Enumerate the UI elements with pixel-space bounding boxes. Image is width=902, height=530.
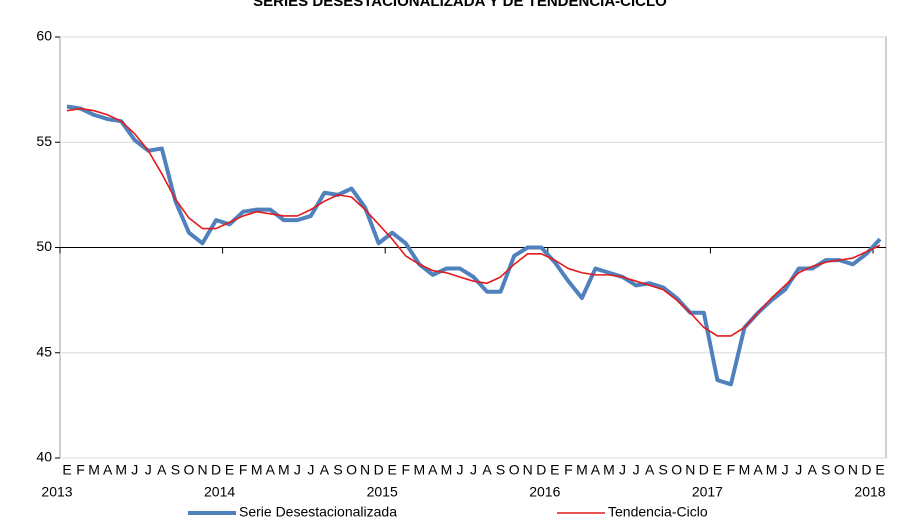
x-tick-label: M <box>413 462 425 478</box>
x-tick-label: A <box>266 462 276 478</box>
x-tick-label: A <box>482 462 492 478</box>
x-tick-label: M <box>115 462 127 478</box>
x-tick-label: O <box>509 462 520 478</box>
x-tick-label: A <box>157 462 167 478</box>
x-tick-label: S <box>659 462 668 478</box>
x-tick-label: O <box>671 462 682 478</box>
x-tick-label: N <box>197 462 207 478</box>
x-tick-label: O <box>184 462 195 478</box>
x-tick-label: J <box>633 462 640 478</box>
x-tick-label: F <box>401 462 410 478</box>
x-tick-label: N <box>523 462 533 478</box>
x-tick-label: J <box>145 462 152 478</box>
x-tick-label: J <box>456 462 463 478</box>
x-tick-label: A <box>591 462 601 478</box>
legend-label: Tendencia-Ciclo <box>608 504 708 520</box>
x-tick-label: S <box>496 462 505 478</box>
x-tick-label: N <box>685 462 695 478</box>
year-label: 2016 <box>529 484 560 500</box>
x-tick-label: F <box>239 462 248 478</box>
chart-title: SERIES DESESTACIONALIZADA Y DE TENDENCIA… <box>253 0 667 10</box>
x-tick-label: F <box>564 462 573 478</box>
x-tick-label: J <box>795 462 802 478</box>
x-tick-label: M <box>603 462 615 478</box>
x-tick-label: M <box>278 462 290 478</box>
x-tick-label: O <box>346 462 357 478</box>
x-tick-label: J <box>619 462 626 478</box>
x-tick-label: F <box>727 462 736 478</box>
x-tick-label: S <box>171 462 180 478</box>
x-tick-label: M <box>766 462 778 478</box>
year-label: 2017 <box>692 484 723 500</box>
x-tick-label: M <box>739 462 751 478</box>
year-label: 2018 <box>854 484 885 500</box>
x-tick-label: A <box>103 462 113 478</box>
x-tick-label: J <box>131 462 138 478</box>
y-tick-label: 45 <box>36 343 52 359</box>
x-tick-label: J <box>470 462 477 478</box>
x-tick-label: M <box>88 462 100 478</box>
x-tick-label: J <box>782 462 789 478</box>
x-tick-label: M <box>441 462 453 478</box>
legend-label: Serie Desestacionalizada <box>239 504 397 520</box>
x-tick-label: E <box>62 462 71 478</box>
x-tick-label: E <box>225 462 234 478</box>
x-tick-label: J <box>294 462 301 478</box>
x-tick-label: O <box>834 462 845 478</box>
x-tick-label: S <box>333 462 342 478</box>
year-label: 2014 <box>204 484 235 500</box>
x-tick-label: A <box>645 462 655 478</box>
x-tick-label: E <box>388 462 397 478</box>
x-tick-label: A <box>808 462 818 478</box>
x-tick-label: E <box>550 462 559 478</box>
x-tick-label: D <box>861 462 871 478</box>
x-tick-label: A <box>753 462 763 478</box>
series-line <box>66 107 881 337</box>
x-tick-label: S <box>821 462 830 478</box>
x-tick-label: A <box>320 462 330 478</box>
series-line <box>66 104 882 387</box>
x-tick-label: J <box>307 462 314 478</box>
y-tick-label: 40 <box>36 449 52 465</box>
x-tick-label: E <box>875 462 884 478</box>
x-tick-label: E <box>713 462 722 478</box>
y-tick-label: 60 <box>36 28 52 44</box>
x-tick-label: M <box>576 462 588 478</box>
x-tick-label: M <box>251 462 263 478</box>
y-tick-label: 55 <box>36 133 52 149</box>
x-tick-label: D <box>699 462 709 478</box>
y-tick-label: 50 <box>36 238 52 254</box>
x-tick-label: N <box>360 462 370 478</box>
x-tick-label: F <box>76 462 85 478</box>
year-label: 2015 <box>367 484 398 500</box>
year-label: 2013 <box>41 484 72 500</box>
x-tick-label: D <box>374 462 384 478</box>
x-tick-label: A <box>428 462 438 478</box>
x-tick-label: N <box>848 462 858 478</box>
x-tick-label: D <box>211 462 221 478</box>
x-tick-label: D <box>536 462 546 478</box>
